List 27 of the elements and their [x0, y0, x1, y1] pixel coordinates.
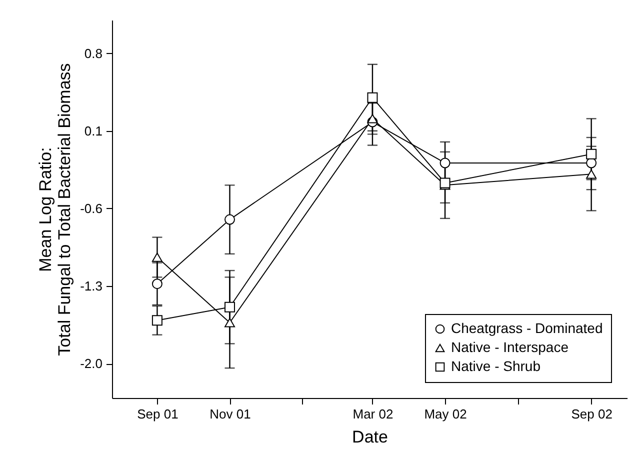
point	[367, 114, 378, 124]
y-tick-label: -0.6	[80, 200, 102, 216]
point	[586, 169, 597, 179]
x-tick-label: Sep 02	[571, 406, 612, 422]
legend-label: Native - Shrub	[451, 358, 541, 374]
x-tick-label: Sep 01	[137, 406, 178, 422]
x-tick-label: Mar 02	[352, 406, 394, 422]
point	[586, 148, 597, 160]
y-tick-label: -1.3	[80, 278, 102, 294]
y-axis-title: Mean Log Ratio: Total Fungal to Total Bacterial Biomass	[36, 63, 74, 356]
point	[152, 278, 162, 290]
point	[440, 178, 450, 188]
point	[152, 315, 162, 326]
point	[367, 92, 378, 103]
point	[224, 214, 235, 225]
point	[440, 158, 450, 168]
y-tick-label: 0.8	[84, 46, 102, 61]
point	[152, 252, 162, 262]
legend-label: Cheatgrass - Dominated	[451, 320, 603, 336]
legend-label: Native - Interspace	[451, 339, 569, 355]
x-tick-label: Nov 01	[210, 406, 251, 422]
x-tick-label: May 02	[424, 406, 467, 422]
y-tick-label: -2.0	[80, 356, 102, 372]
point	[224, 302, 235, 312]
x-axis-title: Date	[352, 428, 388, 446]
y-tick-label: 0.1	[84, 123, 102, 138]
point	[224, 318, 235, 328]
